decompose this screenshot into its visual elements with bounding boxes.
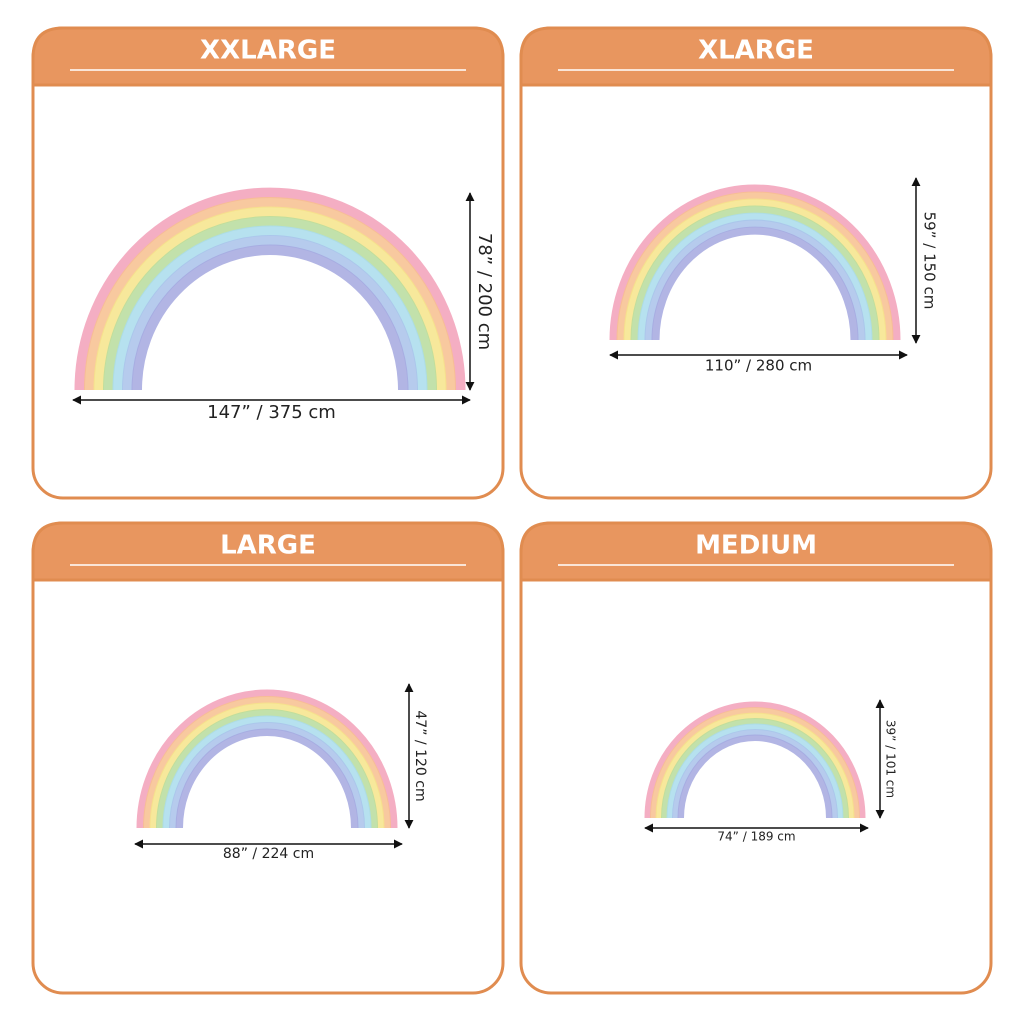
rainbow-band (112, 225, 428, 391)
width-label: 110” / 280 cm (705, 357, 812, 375)
rainbow-band (175, 728, 359, 829)
size-panel: XXLARGE 147” / 375 cm 78” / 200 cm (31, 26, 505, 500)
rainbow-band (637, 212, 873, 341)
height-label: 39” / 101 cm (884, 720, 898, 798)
panel-title: MEDIUM (695, 531, 817, 561)
panel-frame (519, 521, 993, 995)
panel-title: XXLARGE (200, 36, 336, 66)
rainbow-band (74, 187, 466, 391)
panel-frame (31, 26, 505, 500)
rainbow-band (650, 707, 860, 819)
panel-frame (519, 26, 993, 500)
height-label: 59” / 150 cm (921, 212, 939, 310)
rainbow-band (609, 184, 901, 341)
rainbow-band (655, 712, 855, 819)
panel-frame (31, 521, 505, 995)
rainbow-band (169, 722, 365, 829)
rainbow-band (623, 198, 887, 341)
size-panel: LARGE 88” / 224 cm 47” / 120 cm (31, 521, 505, 995)
height-label: 47” / 120 cm (412, 710, 428, 801)
rainbow-band (162, 715, 372, 829)
rainbow-band (644, 219, 866, 341)
rainbow-band (630, 205, 880, 341)
rainbow-band (149, 702, 385, 829)
rainbow-band (672, 729, 838, 819)
width-label: 88” / 224 cm (223, 846, 314, 862)
rainbow-band (616, 191, 894, 341)
panel-title: LARGE (220, 531, 316, 561)
rainbow-band (122, 235, 418, 391)
rainbow-band (644, 701, 866, 819)
panel-title: XLARGE (698, 36, 814, 66)
height-label: 78” / 200 cm (474, 233, 495, 350)
rainbow-band (661, 718, 849, 819)
rainbow-band (666, 723, 844, 819)
rainbow-band (677, 734, 833, 819)
width-label: 147” / 375 cm (207, 402, 336, 423)
rainbow-band (156, 709, 378, 829)
rainbow-band (84, 197, 456, 391)
width-label: 74” / 189 cm (717, 830, 795, 844)
rainbow-band (93, 206, 447, 391)
rainbow-band (103, 216, 437, 391)
rainbow-band (143, 696, 391, 829)
rainbow-band (131, 244, 409, 391)
rainbow-band (651, 226, 859, 341)
size-panel: XLARGE 110” / 280 cm 59” / 150 cm (519, 26, 993, 500)
rainbow-band (136, 689, 398, 829)
size-panel: MEDIUM 74” / 189 cm 39” / 101 cm (519, 521, 993, 995)
